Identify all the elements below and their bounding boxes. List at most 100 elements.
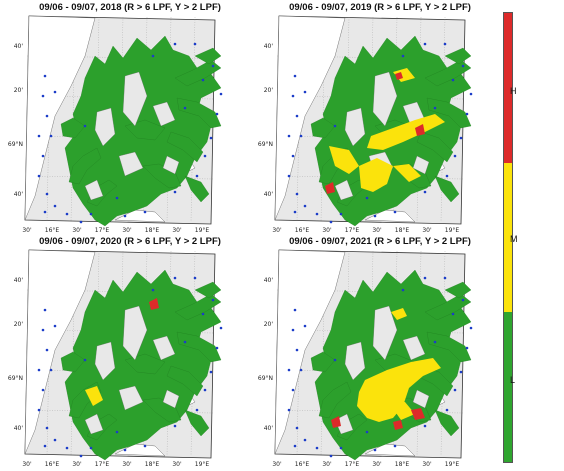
station-point xyxy=(49,134,53,138)
station-point xyxy=(401,54,405,58)
station-point xyxy=(49,368,53,372)
lon-tick-label: 30' xyxy=(372,227,382,234)
station-point xyxy=(151,54,155,58)
map-panel-p2021: 09/06 - 09/07, 2021 (R > 6 LPF, Y > 2 LP… xyxy=(255,236,505,468)
station-point xyxy=(123,214,127,218)
station-point xyxy=(299,134,303,138)
high-risk-zone xyxy=(411,408,425,420)
station-point xyxy=(151,288,155,292)
station-point xyxy=(469,326,473,330)
station-point xyxy=(209,136,213,140)
panel-title: 09/06 - 09/07, 2018 (R > 6 LPF, Y > 2 LP… xyxy=(39,2,221,13)
station-point xyxy=(443,276,447,280)
colorbar-label-medium: M xyxy=(510,234,518,244)
medium-risk-zone xyxy=(391,308,407,320)
lon-tick-label: 17°E xyxy=(345,461,360,468)
lon-tick-label: 30' xyxy=(72,227,82,234)
station-point xyxy=(219,326,223,330)
station-point xyxy=(469,92,473,96)
station-point xyxy=(465,346,469,350)
station-point xyxy=(291,154,295,158)
lon-tick-label: 30' xyxy=(22,461,32,468)
lon-tick-label: 30' xyxy=(322,461,332,468)
model-domain xyxy=(310,269,472,461)
high-risk-zone xyxy=(395,72,403,80)
station-point xyxy=(287,408,291,412)
lon-tick-label: 16°E xyxy=(295,461,310,468)
model-domain xyxy=(310,35,472,227)
lat-tick-label: 20' xyxy=(264,321,274,328)
colorbar-label-high: H xyxy=(510,86,517,96)
station-point xyxy=(45,426,49,430)
station-point xyxy=(201,312,205,316)
station-point xyxy=(41,154,45,158)
station-point xyxy=(287,368,291,372)
lat-tick-label: 40' xyxy=(14,43,24,50)
lat-tick-label: 40' xyxy=(264,425,274,432)
medium-risk-zone xyxy=(393,164,421,182)
station-point xyxy=(41,328,45,332)
open-sea xyxy=(24,15,96,221)
station-point xyxy=(461,64,465,68)
station-point xyxy=(423,190,427,194)
station-point xyxy=(295,114,299,118)
station-point xyxy=(293,74,297,78)
colorbar-segment-high xyxy=(504,13,512,163)
station-point xyxy=(393,444,397,448)
open-sea xyxy=(274,249,346,455)
station-point xyxy=(373,448,377,452)
station-point xyxy=(423,276,427,280)
station-point xyxy=(43,74,47,78)
station-point xyxy=(89,446,93,450)
station-point xyxy=(459,136,463,140)
station-point xyxy=(211,64,215,68)
station-point xyxy=(453,154,457,158)
lon-tick-label: 16°E xyxy=(45,227,60,234)
lat-tick-label: 69°N xyxy=(8,375,23,382)
station-point xyxy=(143,444,147,448)
station-point xyxy=(295,426,299,430)
station-point xyxy=(433,340,437,344)
lat-tick-label: 20' xyxy=(14,321,24,328)
station-point xyxy=(43,210,47,214)
station-point xyxy=(219,92,223,96)
station-point xyxy=(65,446,69,450)
station-point xyxy=(401,288,405,292)
lon-tick-label: 30' xyxy=(122,461,132,468)
station-point xyxy=(295,348,299,352)
station-point xyxy=(459,370,463,374)
lon-tick-label: 19°E xyxy=(195,461,210,468)
station-point xyxy=(453,388,457,392)
lat-tick-label: 69°N xyxy=(8,141,23,148)
station-point xyxy=(209,370,213,374)
medium-risk-zone xyxy=(329,146,359,174)
station-point xyxy=(303,324,307,328)
map-panel-p2018: 09/06 - 09/07, 2018 (R > 6 LPF, Y > 2 LP… xyxy=(5,2,255,234)
station-point xyxy=(291,388,295,392)
station-point xyxy=(173,190,177,194)
map-canvas: 40' 20' 69°N 40' 30' 16°E 30' 17°E 30' 18°E 30' 19°… xyxy=(8,15,223,234)
station-point xyxy=(183,106,187,110)
lon-tick-label: 18°E xyxy=(145,461,160,468)
station-point xyxy=(183,340,187,344)
map-panel-p2020: 09/06 - 09/07, 2020 (R > 6 LPF, Y > 2 LP… xyxy=(5,236,255,468)
station-point xyxy=(53,438,57,442)
station-point xyxy=(339,446,343,450)
medium-risk-zone xyxy=(85,386,103,406)
station-point xyxy=(203,388,207,392)
lon-tick-label: 30' xyxy=(22,227,32,234)
station-point xyxy=(41,94,45,98)
open-sea xyxy=(274,15,346,221)
lon-tick-label: 30' xyxy=(272,227,282,234)
station-point xyxy=(115,196,119,200)
colorbar-label-low: L xyxy=(510,375,516,385)
lat-tick-label: 40' xyxy=(14,277,24,284)
map-canvas: 40' 20' 69°N 40' 30' 16°E 30' 17°E 30' 18°E 30' 19°… xyxy=(258,249,473,468)
station-point xyxy=(423,424,427,428)
station-point xyxy=(293,444,297,448)
lat-tick-label: 40' xyxy=(264,277,274,284)
station-point xyxy=(201,78,205,82)
lon-tick-label: 16°E xyxy=(45,461,60,468)
lat-tick-label: 69°N xyxy=(258,141,273,148)
station-point xyxy=(193,276,197,280)
